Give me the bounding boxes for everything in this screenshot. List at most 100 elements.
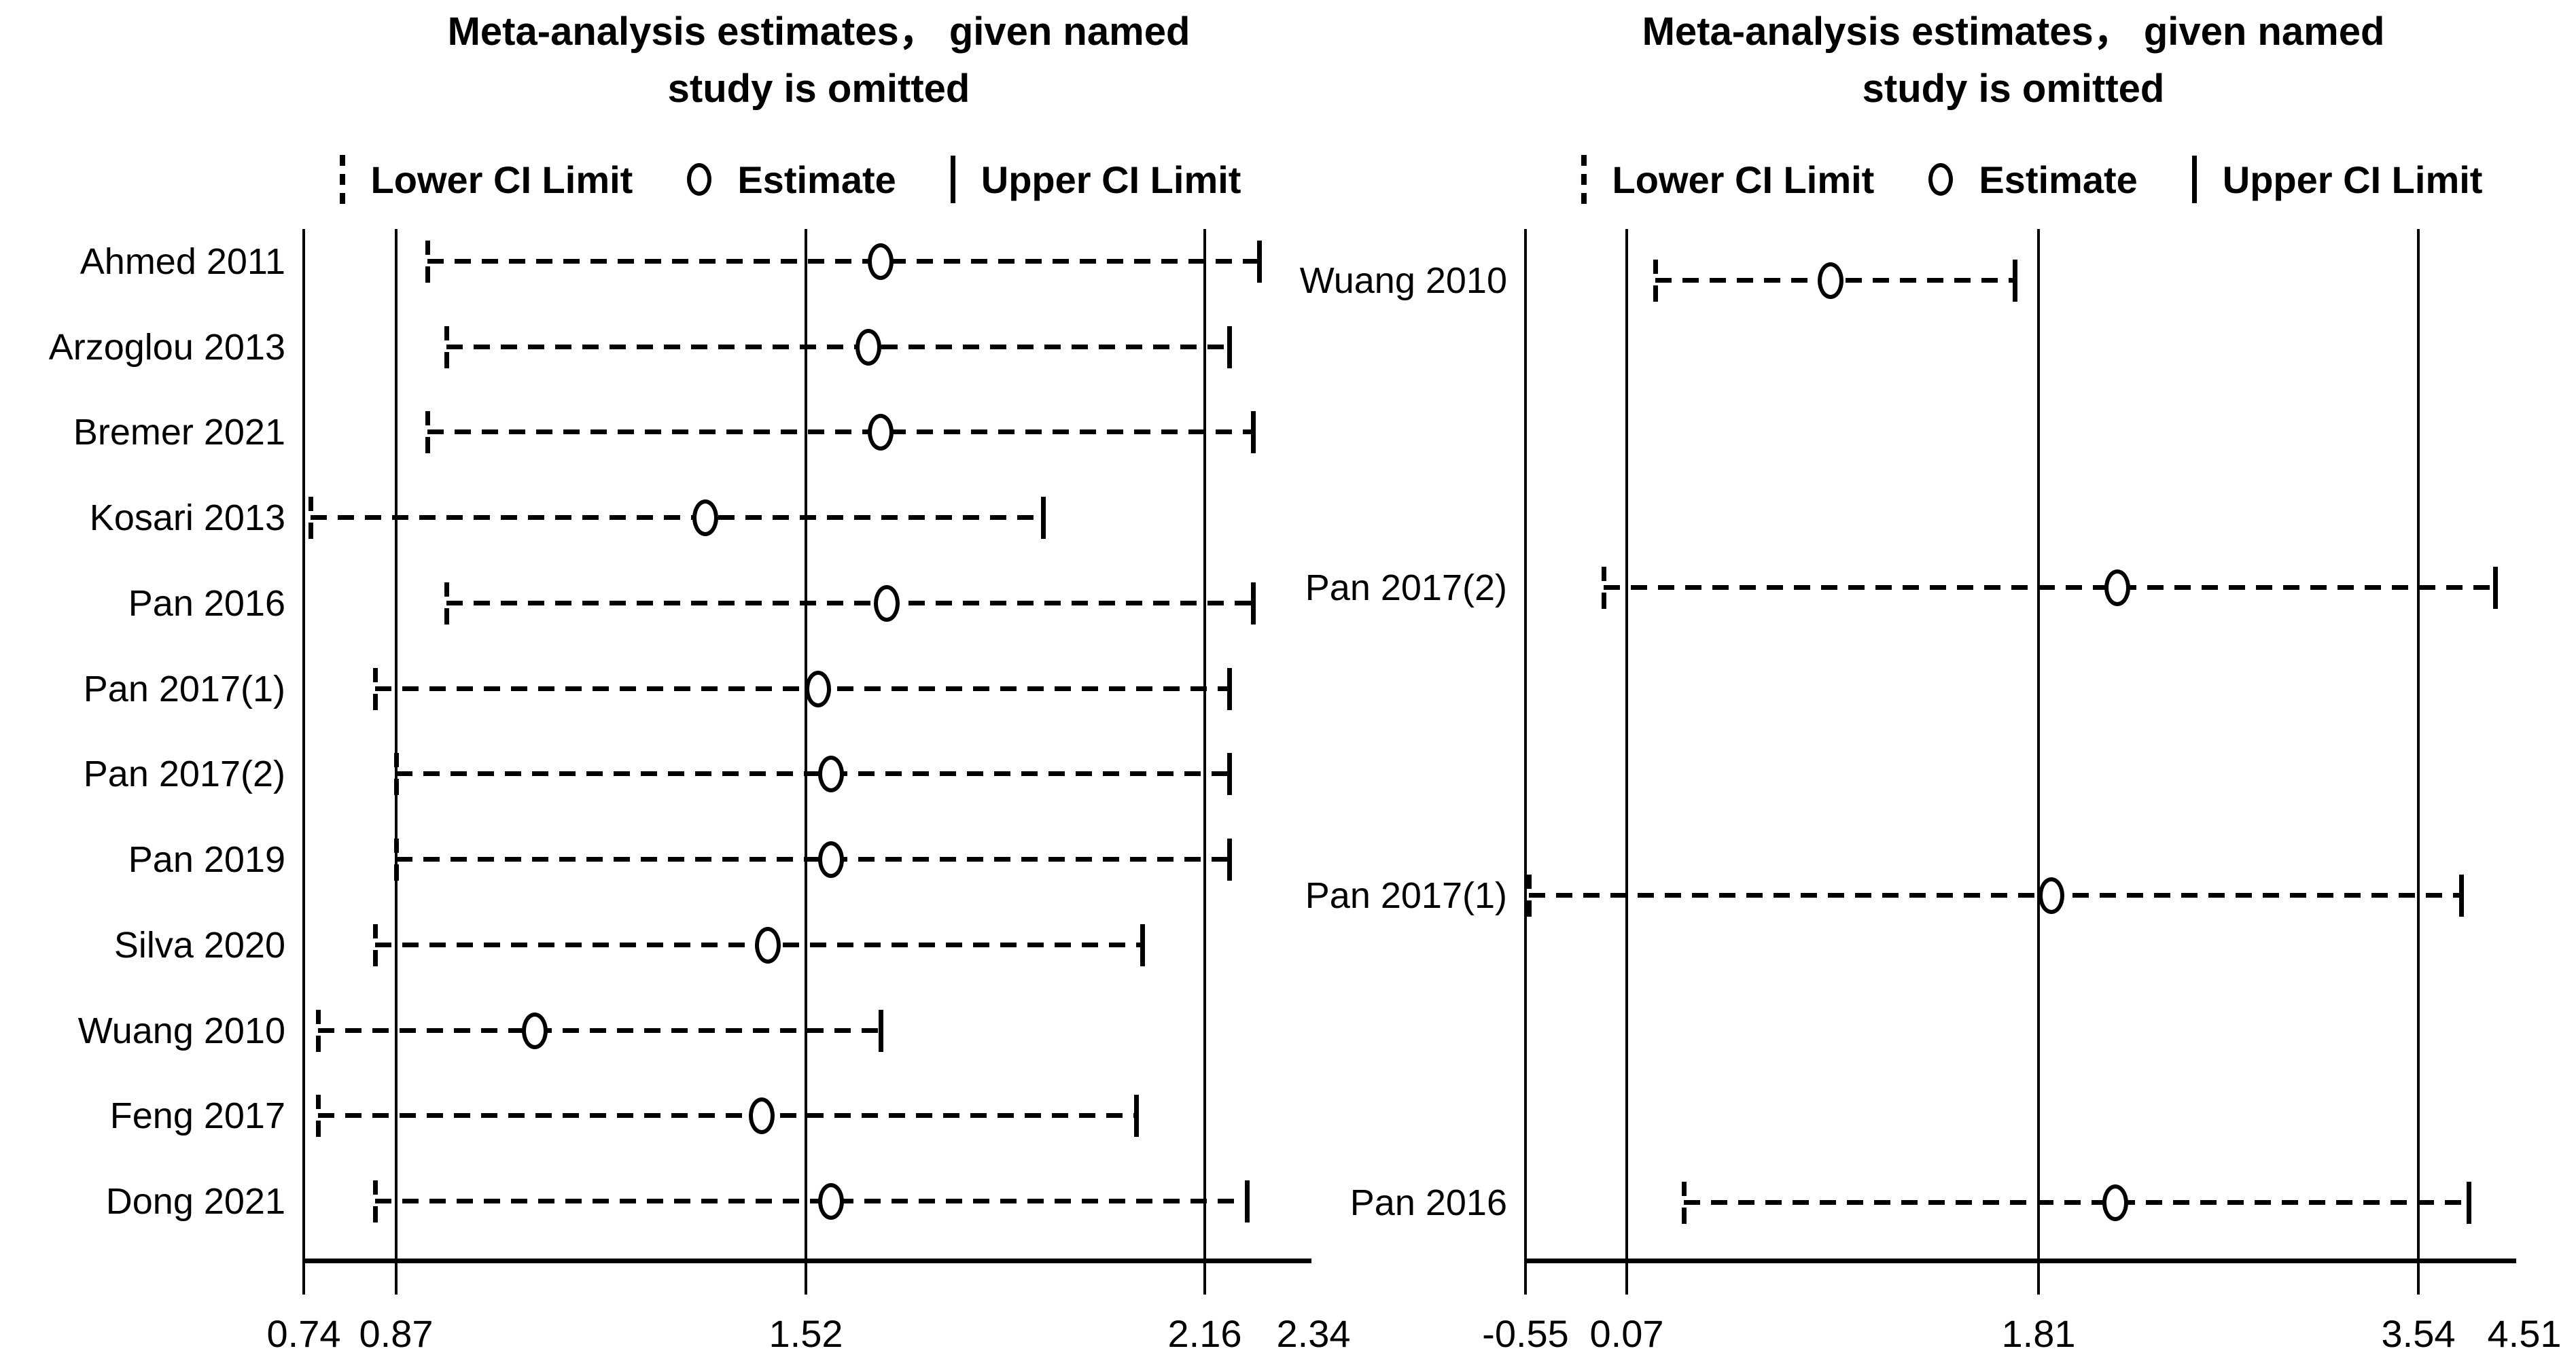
chart-title-line-1: Meta-analysis estimates， given named <box>447 10 1190 54</box>
upper-ci-tick <box>1227 753 1232 796</box>
estimate-marker <box>749 1097 775 1135</box>
ci-dashed-line <box>396 857 1229 862</box>
upper-ci-tick <box>1227 667 1232 710</box>
ci-dashed-line <box>311 515 1043 521</box>
reference-line <box>2417 229 2420 1295</box>
ci-dashed-line <box>396 771 1229 777</box>
legend-item-estimate: Estimate <box>1928 158 2138 202</box>
chart-title-line-2: study is omitted <box>667 67 970 111</box>
lower-ci-tick <box>425 411 431 454</box>
axis-tick-label: 4.51 <box>2487 1312 2562 1355</box>
lower-ci-tick <box>425 241 431 283</box>
legend-item-lower-ci-limit: Lower CI Limit <box>1581 155 1875 204</box>
circle-icon <box>687 163 712 196</box>
axis-tick-label: 1.81 <box>2001 1312 2076 1355</box>
estimate-marker <box>874 584 900 622</box>
ci-dashed-line <box>1683 1200 2469 1205</box>
legend-item-estimate: Estimate <box>687 158 896 202</box>
estimate-marker <box>2102 1184 2129 1221</box>
dashed-bar-icon <box>1581 155 1587 204</box>
study-label: Pan 2017(1) <box>83 668 285 709</box>
lower-ci-tick <box>394 839 399 881</box>
lower-ci-tick <box>372 667 378 710</box>
study-label: Pan 2016 <box>128 582 285 624</box>
estimate-marker <box>2104 569 2131 607</box>
ci-dashed-line <box>317 1027 881 1033</box>
study-label: Ahmed 2011 <box>80 241 285 282</box>
estimate-marker <box>817 1183 844 1220</box>
lower-ci-tick <box>1526 874 1532 917</box>
reference-line <box>2037 229 2040 1295</box>
lower-ci-tick <box>1681 1182 1687 1224</box>
legend-item-upper-ci-limit: Upper CI Limit <box>2191 156 2482 203</box>
upper-ci-tick <box>2458 874 2464 917</box>
estimate-marker <box>522 1012 548 1049</box>
reference-line <box>1524 229 1527 1295</box>
estimate-marker <box>817 756 844 793</box>
lower-ci-tick <box>372 1180 378 1223</box>
reference-line <box>302 229 305 1295</box>
study-label: Wuang 2010 <box>77 1010 285 1051</box>
ci-dashed-line <box>427 429 1254 435</box>
legend-label: Upper CI Limit <box>981 158 1241 201</box>
ci-legend: Lower CI Limit Estimate Upper CI Limit <box>1502 154 2562 205</box>
lower-ci-tick <box>1602 567 1607 610</box>
upper-ci-tick <box>1040 497 1046 540</box>
lower-ci-tick <box>1653 260 1658 302</box>
legend-label: Estimate <box>1979 158 2138 201</box>
lower-ci-tick <box>315 1009 321 1052</box>
study-label: Kosari 2013 <box>89 497 285 539</box>
lower-ci-tick <box>308 497 314 540</box>
study-label: Pan 2019 <box>128 839 285 881</box>
legend-label: Lower CI Limit <box>370 158 633 201</box>
ci-legend: Lower CI Limit Estimate Upper CI Limit <box>260 154 1320 205</box>
ci-dashed-line <box>427 259 1259 264</box>
study-label: Pan 2017(1) <box>1305 875 1507 916</box>
axis-tick-label: 3.54 <box>2381 1312 2456 1355</box>
reference-line <box>1625 229 1628 1295</box>
upper-ci-tick <box>1251 411 1256 454</box>
study-label: Arzoglou 2013 <box>48 326 285 368</box>
lower-ci-tick <box>394 753 399 796</box>
ci-dashed-line <box>446 600 1254 605</box>
axis-tick-label: -0.55 <box>1482 1312 1569 1355</box>
upper-ci-tick <box>1251 582 1256 625</box>
estimate-marker <box>817 841 844 879</box>
upper-ci-tick <box>1257 241 1262 283</box>
upper-ci-tick <box>1245 1180 1250 1223</box>
solid-bar-icon <box>2191 156 2197 203</box>
ci-dashed-line <box>317 1113 1137 1119</box>
upper-ci-tick <box>2492 567 2498 610</box>
axis-tick-label: 2.34 <box>1276 1312 1351 1355</box>
reference-line <box>805 229 807 1295</box>
study-label: Pan 2017(2) <box>83 754 285 795</box>
legend-label: Estimate <box>737 158 896 201</box>
dashed-bar-icon <box>339 155 345 204</box>
chart-title-line-1: Meta-analysis estimates， given named <box>1642 10 2385 54</box>
upper-ci-tick <box>879 1009 884 1052</box>
estimate-marker <box>1817 262 1843 299</box>
x-axis-line <box>1525 1259 2516 1263</box>
ci-dashed-line <box>374 1199 1248 1203</box>
legend-item-lower-ci-limit: Lower CI Limit <box>339 155 633 204</box>
study-label: Feng 2017 <box>109 1095 285 1137</box>
axis-tick-label: 2.16 <box>1167 1312 1242 1355</box>
upper-ci-tick <box>1227 839 1232 881</box>
upper-ci-tick <box>1140 924 1146 966</box>
lower-ci-tick <box>315 1095 321 1138</box>
study-label: Wuang 2010 <box>1299 260 1507 301</box>
axis-tick-label: 0.07 <box>1589 1312 1664 1355</box>
lower-ci-tick <box>372 924 378 966</box>
legend-label: Lower CI Limit <box>1612 158 1875 201</box>
estimate-marker <box>2039 877 2065 914</box>
chart-title: Meta-analysis estimates， given named stud… <box>173 3 1464 118</box>
estimate-marker <box>855 328 881 366</box>
ci-dashed-line <box>446 344 1229 349</box>
upper-ci-tick <box>2013 260 2018 302</box>
estimate-marker <box>868 414 894 451</box>
x-axis-line <box>304 1259 1311 1263</box>
chart-title: Meta-analysis estimates， given named stud… <box>1368 3 2576 118</box>
study-label: Bremer 2021 <box>73 412 285 453</box>
study-label: Pan 2016 <box>1349 1182 1507 1223</box>
chart-title-line-2: study is omitted <box>1862 67 2165 111</box>
